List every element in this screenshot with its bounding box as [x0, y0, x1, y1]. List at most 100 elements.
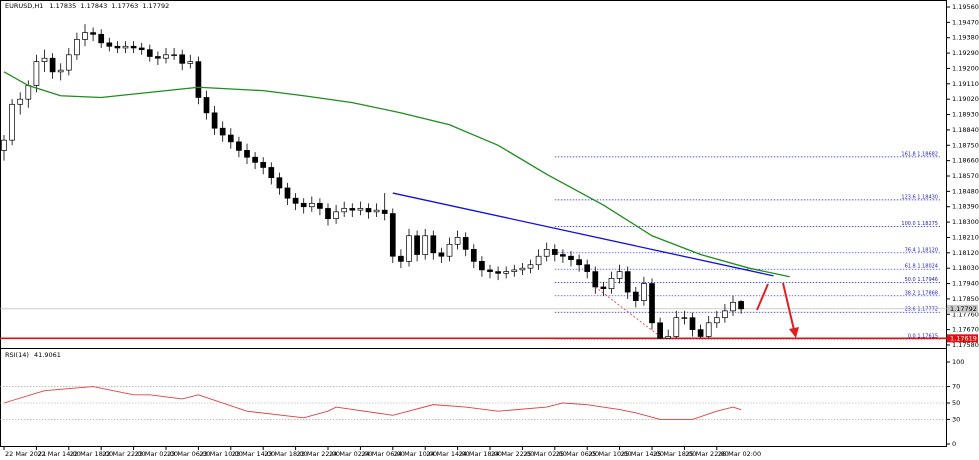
rsi-current: 41.9061: [34, 351, 61, 359]
arrow-down: [782, 282, 795, 331]
candle-body: [373, 209, 380, 213]
candle-body: [406, 235, 412, 262]
candle-body: [527, 264, 534, 269]
symbol: EURUSD,H1: [5, 2, 43, 10]
candle-body: [195, 61, 202, 98]
candle-body: [398, 255, 404, 262]
candle-body: [422, 235, 429, 255]
y-tick-label: 1.18930: [952, 111, 979, 119]
y-tick-label: 1.17580: [952, 341, 979, 349]
candle-body: [9, 103, 15, 141]
candle-body: [211, 112, 218, 129]
candle-body: [576, 259, 582, 266]
y-tick-label: 1.19110: [952, 80, 979, 88]
x-tick-label: 23 Mar 10:00: [199, 450, 242, 458]
candle-body: [260, 161, 267, 168]
rsi-tick-label: 0: [952, 440, 956, 448]
candle-body: [568, 255, 574, 260]
candle-body: [495, 271, 501, 274]
candle-body: [503, 271, 510, 274]
candle-body: [543, 249, 550, 257]
y-tick-label: 1.18750: [952, 141, 979, 149]
candle-body: [308, 202, 315, 208]
candle-body: [41, 57, 48, 62]
candle-body: [389, 213, 396, 257]
candle-body: [74, 39, 80, 56]
x-tick-label: 24 Mar 18:00: [459, 450, 502, 458]
rsi-name: RSI(14): [5, 351, 29, 359]
candle-body: [284, 187, 291, 199]
fib-label: 123.6 1.18430: [901, 194, 938, 200]
candle-body: [130, 45, 137, 49]
rsi-header: RSI(14) 41.9061: [5, 351, 61, 359]
candle-body: [649, 283, 655, 324]
x-tick-label: 25 Mar 22:00: [685, 450, 728, 458]
header-low: 1.17763: [111, 2, 138, 10]
moving-average: [3, 71, 790, 278]
y-tick-label: 1.19290: [952, 49, 979, 57]
y-tick-label: 1.18120: [952, 249, 979, 257]
candle-body: [511, 269, 518, 272]
candle-body: [738, 301, 744, 310]
y-tick-label: 1.19020: [952, 95, 979, 103]
fib-label: 76.4 1.18120: [905, 247, 938, 253]
candle-body: [341, 208, 348, 213]
header-open: 1.17835: [49, 2, 76, 10]
candle-body: [689, 317, 696, 330]
fib-label: 23.6 1.17772: [905, 307, 938, 313]
y-tick-label: 1.18300: [952, 218, 979, 226]
x-tick-label: 24 Mar 22:00: [491, 450, 534, 458]
candle-body: [470, 249, 477, 262]
candle-body: [414, 235, 420, 255]
chart-header: EURUSD,H1 1.17835 1.17843 1.17763 1.1779…: [5, 2, 169, 10]
candle-body: [697, 329, 704, 337]
header-high: 1.17843: [80, 2, 107, 10]
candle-body: [49, 57, 56, 73]
x-tick-label: 23 Mar 06:00: [167, 450, 210, 458]
candle-body: [438, 252, 445, 257]
candle-body: [146, 49, 153, 57]
rsi-tick-label: 100: [952, 358, 964, 366]
fib-label: 50.0 1.17946: [905, 277, 938, 283]
y-tick-label: 1.19200: [952, 64, 979, 72]
candle-body: [722, 310, 728, 319]
y-tick-label: 1.17760: [952, 310, 979, 318]
arrow-up: [756, 283, 769, 311]
candle-body: [705, 322, 712, 337]
candle-body: [584, 264, 591, 272]
x-tick-label: 24 Mar 10:00: [394, 450, 437, 458]
x-tick-label: 25 Mar 02:00: [523, 450, 566, 458]
x-tick-label: 22 Mar 22:00: [102, 450, 145, 458]
y-tick-label: 1.17940: [952, 280, 979, 288]
candle-body: [17, 98, 24, 105]
candle-body: [57, 69, 64, 73]
x-tick-label: 26 Mar 02:00: [718, 450, 761, 458]
candle-body: [454, 237, 461, 245]
candle-body: [462, 237, 469, 250]
x-tick-label: 22 Mar 18:00: [70, 450, 113, 458]
y-tick-label: 1.19380: [952, 34, 979, 42]
candle-body: [25, 85, 32, 100]
rsi-tick-label: 50: [952, 399, 960, 407]
candle-body: [349, 208, 356, 211]
y-tick-label: 1.18030: [952, 264, 979, 272]
candle-body: [487, 269, 493, 272]
y-tick-label: 1.17670: [952, 326, 979, 334]
candle-body: [430, 235, 437, 254]
x-tick-label: 23 Mar 14:00: [232, 450, 275, 458]
candle-body: [227, 134, 234, 143]
candle-body: [122, 45, 129, 49]
candle-body: [219, 127, 226, 136]
candle-body: [592, 271, 599, 288]
plot-frame: [0, 0, 947, 447]
annotation-arrows: [756, 282, 799, 338]
candle-body: [268, 167, 275, 179]
candle-body: [333, 211, 339, 220]
candle-body: [479, 261, 485, 271]
candle-body: [681, 317, 688, 319]
candle-body: [82, 32, 88, 40]
candle-body: [179, 54, 186, 64]
candle-body: [365, 208, 372, 213]
candle-body: [325, 208, 331, 220]
